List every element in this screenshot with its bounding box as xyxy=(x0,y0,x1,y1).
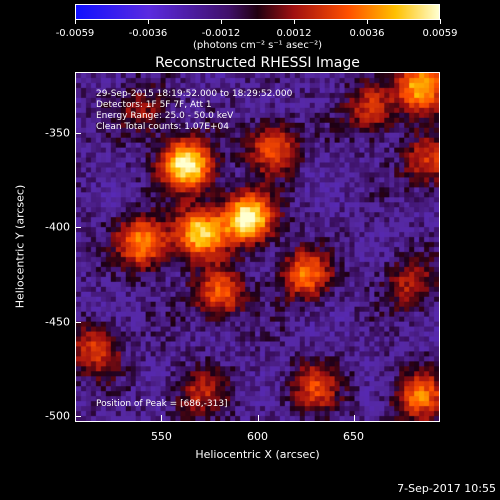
y-axis-label: Heliocentric Y (arcsec) xyxy=(13,184,27,309)
y-tick-mark xyxy=(75,227,81,229)
y-tick-mark xyxy=(75,416,81,418)
x-axis-label: Heliocentric X (arcsec) xyxy=(195,448,320,461)
image-title: Reconstructed RHESSI Image xyxy=(155,55,360,71)
heatmap-plot[interactable]: 29-Sep-2015 18:19:52.000 to 18:29:52.000… xyxy=(75,72,440,422)
colorbar-tick-mark xyxy=(221,19,222,24)
y-tick-mark xyxy=(75,132,81,134)
colorbar xyxy=(75,4,440,20)
time-range-annotation: 29-Sep-2015 18:19:52.000 to 18:29:52.000 xyxy=(96,89,293,99)
peak-annotation: Position of Peak = [686,-313] xyxy=(96,399,228,409)
x-tick-mark xyxy=(161,415,163,421)
colorbar-tick-mark xyxy=(294,19,295,24)
colorbar-tick-mark xyxy=(75,19,76,24)
x-tick-label: 600 xyxy=(247,430,268,443)
heatmap-canvas[interactable] xyxy=(76,73,439,421)
energy-annotation: Energy Range: 25.0 - 50.0 keV xyxy=(96,111,234,121)
detectors-annotation: Detectors: 1F 5F 7F, Att 1 xyxy=(96,100,212,110)
clean-annotation: Clean Total counts: 1.07E+04 xyxy=(96,122,229,132)
colorbar-tick-label: -0.0036 xyxy=(128,28,168,39)
x-tick-mark xyxy=(257,415,259,421)
colorbar-tick-label: -0.0059 xyxy=(55,28,95,39)
y-tick-label: -350 xyxy=(45,126,70,140)
colorbar-tick-label: 0.0059 xyxy=(422,28,458,39)
x-tick-label: 650 xyxy=(343,430,365,443)
colorbar-units: (photons cm⁻² s⁻¹ asec⁻²) xyxy=(192,40,323,51)
y-tick-label: -450 xyxy=(45,315,70,329)
colorbar-tick-label: -0.0012 xyxy=(201,28,241,39)
y-tick-label: -500 xyxy=(45,409,70,423)
colorbar-tick-label: 0.0012 xyxy=(276,28,312,39)
colorbar-tick-label: 0.0036 xyxy=(349,28,385,39)
x-tick-mark xyxy=(353,415,355,421)
colorbar-tick-mark xyxy=(440,19,441,24)
y-tick-mark xyxy=(75,321,81,323)
y-tick-label: -400 xyxy=(45,220,70,234)
colorbar-tick-mark xyxy=(148,19,149,24)
colorbar-tick-mark xyxy=(367,19,368,24)
x-tick-label: 550 xyxy=(150,430,172,443)
timestamp-footer: 7-Sep-2017 10:55 xyxy=(397,482,496,495)
